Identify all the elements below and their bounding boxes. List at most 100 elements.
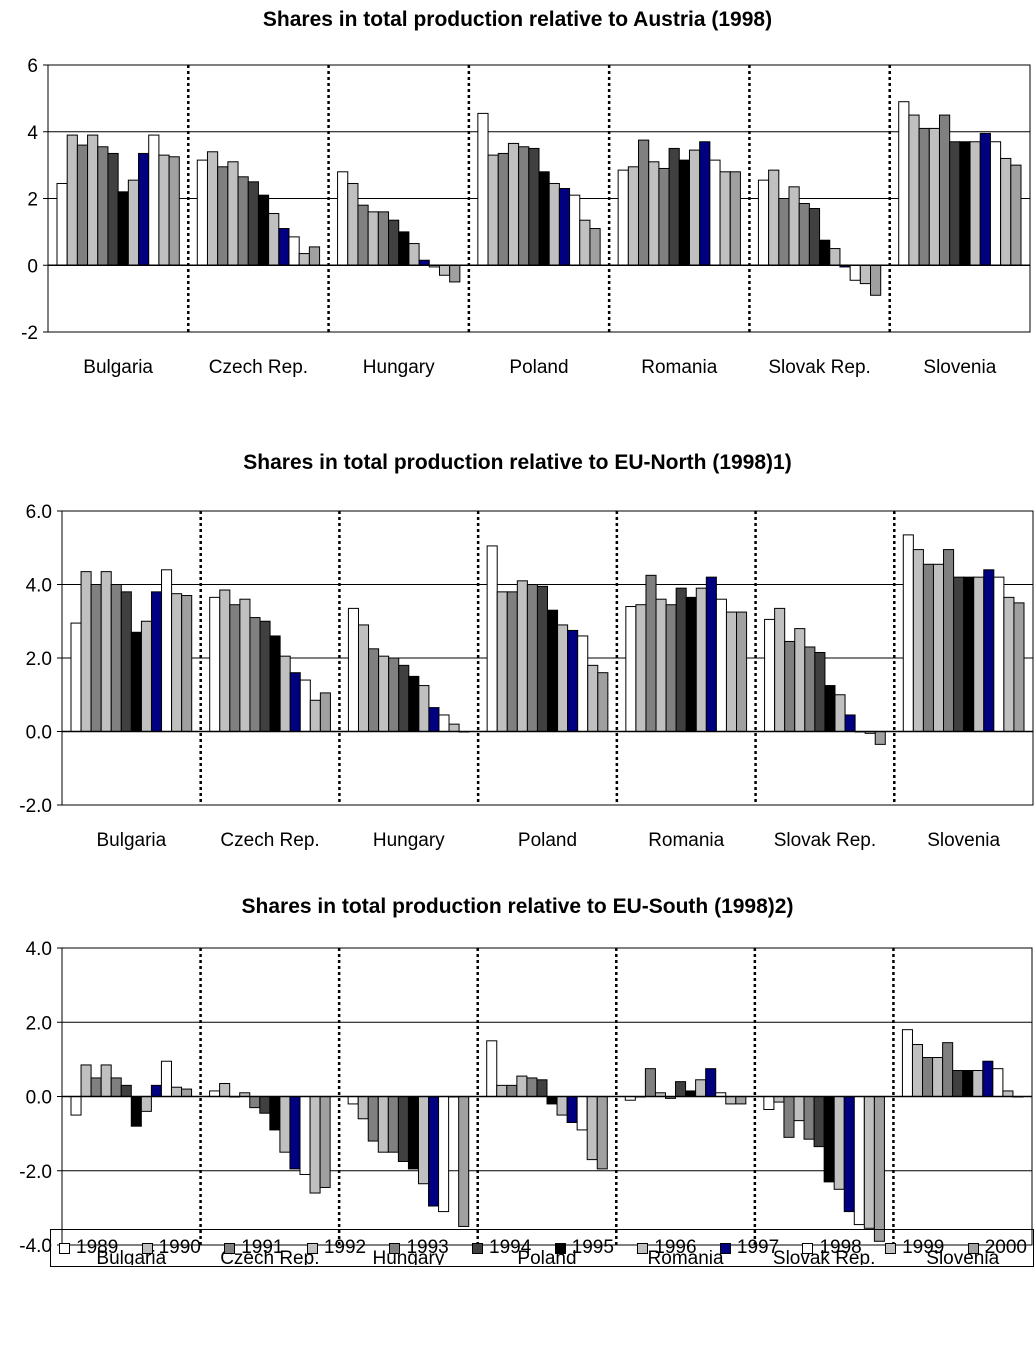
bar xyxy=(1002,1090,1014,1097)
bar xyxy=(229,604,241,732)
category-label: Slovenia xyxy=(923,357,996,378)
category-label: Slovenia xyxy=(926,1248,999,1265)
category-label: Slovak Rep. xyxy=(773,1248,875,1265)
legend-swatch xyxy=(306,1242,318,1254)
chart-title-eu-north: Shares in total production relative to E… xyxy=(243,451,792,474)
bar xyxy=(90,1077,102,1097)
bar xyxy=(803,1096,815,1140)
bar xyxy=(798,203,810,266)
bar xyxy=(685,1090,697,1097)
bar xyxy=(367,1096,379,1142)
bar xyxy=(309,1096,321,1194)
bar xyxy=(757,179,770,266)
bar xyxy=(100,571,112,732)
bar xyxy=(959,141,971,266)
bar xyxy=(477,112,489,266)
bar xyxy=(709,159,721,266)
bar xyxy=(378,655,390,733)
legend-label: 1995 xyxy=(571,1237,614,1258)
bar xyxy=(685,596,697,732)
legend-item: 1993 xyxy=(389,1237,449,1259)
bar xyxy=(784,640,796,732)
legend-label: 1996 xyxy=(654,1237,697,1258)
legend-item: 1992 xyxy=(306,1237,366,1259)
legend-label: 1998 xyxy=(819,1237,862,1258)
bar xyxy=(428,707,440,733)
bar xyxy=(219,589,231,732)
bar xyxy=(814,651,826,732)
bar xyxy=(922,563,934,732)
bar xyxy=(901,1029,913,1097)
bar xyxy=(148,134,160,266)
bar xyxy=(158,154,170,266)
bar xyxy=(982,1060,994,1097)
bar xyxy=(546,1096,558,1105)
bar xyxy=(774,607,786,732)
bar xyxy=(763,1096,775,1110)
bar xyxy=(418,259,430,266)
bar xyxy=(170,1086,183,1097)
bar xyxy=(110,584,122,732)
bar xyxy=(556,1096,568,1116)
legend-item: 2000 xyxy=(967,1237,1027,1259)
bar xyxy=(586,1096,598,1161)
bar xyxy=(853,1096,865,1226)
category-label: Hungary xyxy=(373,830,445,851)
bar xyxy=(675,587,687,732)
bar xyxy=(357,204,369,266)
bar xyxy=(1000,157,1012,266)
bar xyxy=(206,151,219,266)
y-tick-label: 4 xyxy=(27,123,38,144)
bar xyxy=(735,1096,747,1105)
bar xyxy=(813,1096,825,1148)
bar xyxy=(130,1096,142,1127)
bar xyxy=(161,569,173,732)
bar xyxy=(1003,596,1015,732)
bar xyxy=(1013,602,1025,732)
bar xyxy=(973,576,985,733)
category-label: Czech Rep. xyxy=(209,357,308,378)
bar xyxy=(357,1096,369,1120)
legend-item: 1999 xyxy=(885,1237,944,1259)
bar xyxy=(617,169,629,266)
bar xyxy=(566,1096,578,1123)
bar xyxy=(337,171,349,266)
bar xyxy=(319,692,331,733)
bar xyxy=(289,1096,301,1170)
bar xyxy=(209,596,221,732)
bar xyxy=(736,611,748,732)
bar xyxy=(932,1057,944,1098)
bar xyxy=(576,1096,588,1131)
bar xyxy=(870,264,882,296)
legend-swatch xyxy=(719,1242,731,1254)
legend-swatch xyxy=(389,1242,401,1254)
bar xyxy=(943,549,955,733)
bar xyxy=(558,187,571,266)
bar xyxy=(783,1096,795,1138)
bar xyxy=(259,1096,271,1114)
bar xyxy=(309,699,321,732)
bar xyxy=(408,675,420,732)
bar xyxy=(569,194,581,266)
bar xyxy=(908,114,920,266)
y-tick-label: 2.0 xyxy=(26,1013,52,1034)
bar xyxy=(90,584,102,732)
bar xyxy=(506,591,518,732)
legend-label: 1989 xyxy=(76,1237,119,1258)
category-label: Hungary xyxy=(363,357,435,378)
legend-swatch xyxy=(472,1242,484,1254)
bar xyxy=(150,591,163,732)
bar xyxy=(699,141,711,266)
bar xyxy=(171,593,183,732)
bar xyxy=(397,1096,409,1162)
legend-swatch xyxy=(554,1242,566,1254)
legend-item: 1996 xyxy=(637,1237,697,1259)
bar xyxy=(387,1096,399,1153)
bar xyxy=(100,1064,112,1098)
legend-swatch xyxy=(224,1242,236,1254)
legend-swatch xyxy=(637,1242,649,1254)
chart-austria: -2 0 2 4 6 Bulgaria Czech Rep. Hungary Poland Rom… xyxy=(21,56,1031,378)
bar xyxy=(417,1096,430,1185)
bar xyxy=(859,264,872,285)
